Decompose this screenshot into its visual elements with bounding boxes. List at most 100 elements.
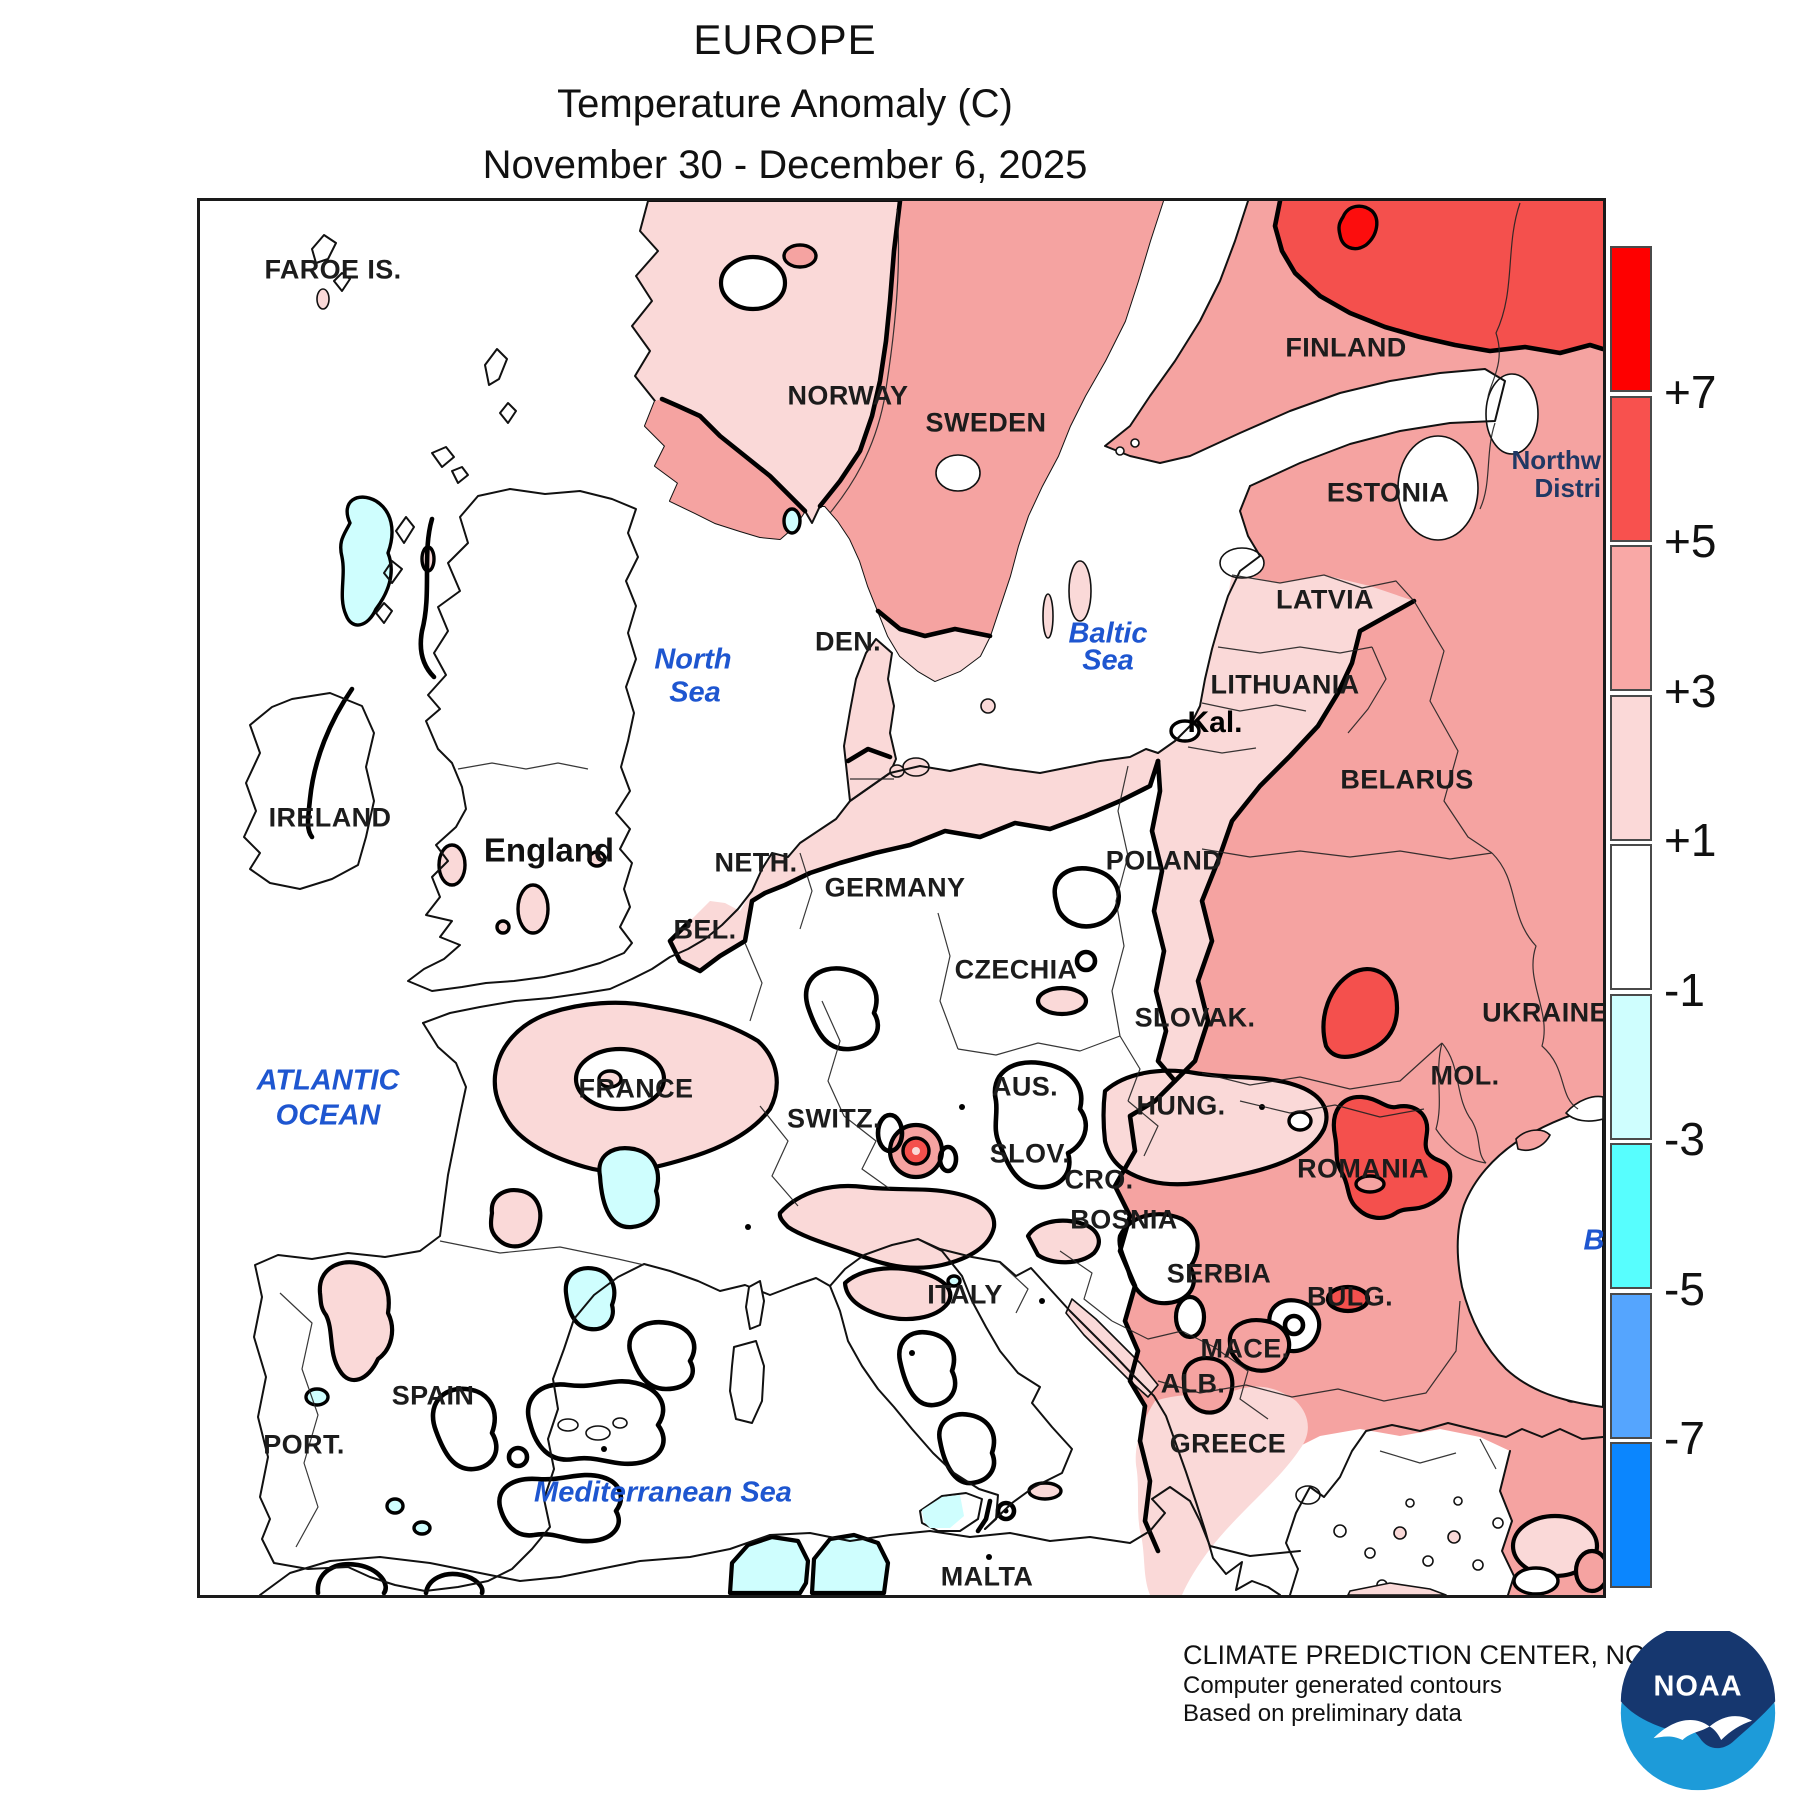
contour-loop-spain-c	[497, 1472, 624, 1544]
gotland-island	[1068, 560, 1092, 622]
legend-tick--5: -5	[1664, 1262, 1705, 1315]
contour-norway-strip	[659, 396, 808, 514]
bosnia-white-pocket-2	[1173, 1294, 1207, 1340]
czech-light-blob	[1035, 985, 1089, 1017]
legend-tick--3: -3	[1664, 1113, 1705, 1166]
contour-loop-germany-2	[992, 1060, 1088, 1190]
coast-faroe	[311, 234, 351, 292]
anomaly-region-north-germany-light	[670, 749, 1158, 971]
contour-loop-germany-1	[803, 966, 881, 1052]
contour-morocco-2	[423, 1571, 485, 1595]
east-england-dot	[587, 850, 607, 868]
contour-baltics-east	[1172, 598, 1417, 1084]
sea-of-azov	[1565, 1095, 1603, 1122]
attribution-block: CLIMATE PREDICTION CENTER, NOAA Computer…	[1183, 1640, 1682, 1728]
map-label-switz-: SWITZ.	[787, 1103, 881, 1134]
dalmatia-light-strip	[1065, 1298, 1159, 1398]
map-label-malta: MALTA	[940, 1561, 1034, 1592]
contour-calabria	[975, 1498, 993, 1534]
map-label-finland: FINLAND	[1285, 332, 1407, 363]
map-label-bosnia: BOSNIA	[1070, 1204, 1178, 1235]
noaa-logo: NOAA	[1620, 1631, 1776, 1791]
map-label-port-: PORT.	[263, 1429, 345, 1460]
turkey-white-pocket	[1512, 1566, 1560, 1595]
provence-cyan-blob	[597, 1146, 661, 1230]
coast-orkney	[431, 446, 469, 484]
coast-greece-aegean	[1285, 1422, 1603, 1595]
denmark-jutland	[843, 638, 897, 802]
romania-white-hole	[1287, 1110, 1313, 1132]
coast-britain	[407, 488, 639, 992]
map-label-neth-: NETH.	[714, 847, 798, 878]
nw-spain-light-blob	[317, 1260, 395, 1383]
norway-white-pocket	[718, 254, 788, 312]
map-label-lithuania: LITHUANIA	[1210, 669, 1360, 700]
map-label-italy: ITALY	[927, 1279, 1003, 1310]
england-light-blob	[516, 883, 550, 935]
contour-loop-spain-d	[506, 1445, 530, 1469]
legend-tick-+7: +7	[1664, 365, 1717, 418]
anomaly-spot-above7	[1337, 204, 1379, 251]
map-label-belarus: BELARUS	[1340, 764, 1474, 795]
anomaly-spot-west-ukraine-red	[1321, 967, 1399, 1059]
map-label-slovak-: SLOVAK.	[1134, 1002, 1256, 1033]
map-label-alb-: ALB.	[1160, 1368, 1226, 1399]
spain-cyan-spot-2	[412, 1520, 432, 1536]
contour-morocco-1	[315, 1561, 388, 1595]
contour-east-poland	[1112, 758, 1178, 1554]
anomaly-spot-bulgaria-red	[1325, 1284, 1371, 1314]
scotland-cyan-blob	[339, 495, 394, 627]
map-label-north: North	[654, 643, 732, 676]
contour-sweden-south	[875, 608, 993, 639]
map-label-slov-: SLOV.	[989, 1138, 1071, 1169]
legend-swatch-7	[1610, 1292, 1652, 1439]
map-label-bel-: BEL.	[673, 914, 737, 945]
map-canvas	[243, 201, 1603, 1595]
map-label-serbia: SERBIA	[1166, 1258, 1272, 1289]
attribution-line-3: Based on preliminary data	[1183, 1700, 1462, 1728]
england-light-dot	[495, 919, 511, 935]
contour-loop-italy-1	[897, 1329, 958, 1408]
wales-light-blob	[437, 843, 467, 887]
albania-med-blob	[1181, 1356, 1235, 1415]
bornholm-island	[980, 698, 996, 714]
gulf-of-riga	[1219, 547, 1265, 579]
contour-loop-czech	[1074, 949, 1098, 973]
map-label-mace-: MACE.	[1200, 1333, 1290, 1364]
map-label-faroe-is-: FAROE IS.	[264, 254, 402, 285]
crete	[1347, 1582, 1447, 1595]
africa-cyan-1	[727, 1534, 811, 1595]
map-label-greece: GREECE	[1169, 1428, 1287, 1459]
coast-shetland	[484, 348, 517, 424]
contour-loop-spain-b	[525, 1378, 666, 1467]
contour-scotland	[418, 516, 437, 680]
legend-swatch-0	[1610, 246, 1652, 392]
map-label-sea: Sea	[669, 676, 721, 709]
legend-swatch-6	[1610, 1143, 1652, 1289]
map-label-france: FRANCE	[578, 1073, 694, 1104]
macedonia-med-blob	[1227, 1318, 1292, 1373]
country-borders	[279, 202, 1579, 1548]
lake-ladoga	[1397, 435, 1479, 541]
anomaly-fill-regions	[304, 201, 1603, 1595]
legend-swatch-3	[1610, 694, 1652, 841]
noaa-logo-text: NOAA	[1653, 1671, 1742, 1703]
map-region-title: EUROPE	[693, 16, 877, 63]
legend-swatch-4	[1610, 844, 1652, 990]
contour-loop-spain-a	[430, 1386, 499, 1472]
map-label-distri: Distri	[1534, 473, 1601, 503]
alps-bullseye-center	[912, 1147, 920, 1155]
france-inner-spot	[597, 1069, 623, 1089]
coast-baltics	[1157, 485, 1261, 754]
contour-germany-band	[667, 758, 1161, 974]
contour-jutland	[845, 746, 893, 764]
faroe-pink-islet	[316, 288, 330, 310]
lake-onega	[1485, 373, 1539, 455]
vendee-light-blob	[488, 1188, 543, 1249]
contour-loop-italy-2	[937, 1411, 997, 1486]
anomaly-region-greece-light	[1135, 1386, 1308, 1595]
legend-swatch-5	[1610, 993, 1652, 1140]
coast-corsica	[745, 1280, 765, 1330]
contour-loop-alps-2	[937, 1144, 959, 1174]
map-label-baltic: Baltic	[1068, 617, 1148, 650]
